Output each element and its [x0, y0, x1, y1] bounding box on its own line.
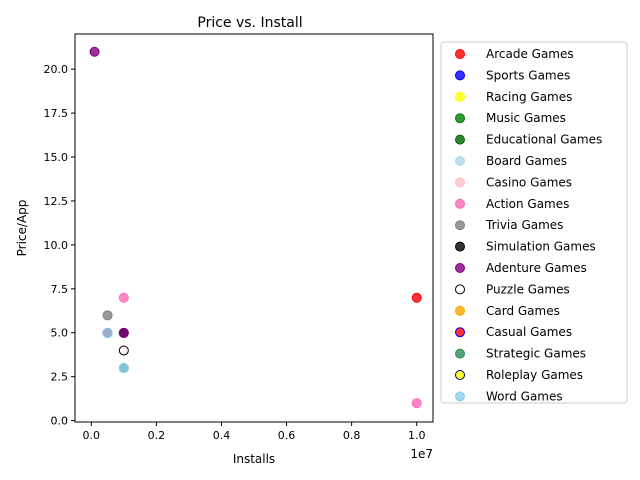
legend-frame	[440, 41, 628, 404]
x-axis-label: Installs	[233, 452, 275, 466]
legend-marker	[455, 220, 465, 231]
legend-label: Word Games	[486, 389, 563, 403]
legend-marker	[455, 370, 465, 380]
legend-label: Racing Games	[486, 90, 572, 104]
x-tick-label: 0.0	[83, 429, 101, 442]
data-point	[118, 345, 129, 356]
legend-marker	[455, 305, 465, 316]
data-points	[89, 46, 422, 409]
legend-label: Card Games	[486, 304, 560, 318]
legend-label: Roleplay Games	[486, 368, 583, 382]
y-tick-label: 0.0	[51, 415, 69, 428]
y-tick-label: 10.0	[44, 239, 69, 252]
x-axis-offset: 1e7	[410, 447, 433, 461]
legend: Arcade Games Sports Games Racing Games Musi…	[440, 41, 628, 404]
legend-label: Adenture Games	[486, 261, 587, 275]
legend-label: Action Games	[486, 197, 569, 211]
legend-label: Music Games	[486, 111, 566, 125]
data-point	[89, 46, 100, 57]
data-point	[118, 327, 129, 338]
x-tick-label: 1.0	[408, 429, 426, 442]
legend-marker	[455, 113, 465, 124]
data-point	[102, 310, 113, 321]
legend-marker	[455, 49, 465, 59]
y-tick-label: 20.0	[44, 63, 69, 76]
plot-frame	[74, 33, 434, 423]
legend-label: Trivia Games	[485, 218, 563, 232]
data-point	[102, 327, 113, 338]
legend-marker	[455, 263, 465, 273]
legend-label: Casino Games	[486, 175, 572, 189]
legend-marker	[455, 70, 465, 81]
y-tick-label: 7.5	[51, 283, 69, 296]
y-tick-label: 17.5	[44, 107, 69, 120]
axes-ticks: 0.0 0.2 0.4 0.6 0.8 1.0 0.0 2.5 5.0 7.5 10.0 12.5 15…	[44, 63, 426, 442]
y-tick-label: 15.0	[44, 151, 69, 164]
chart-title: Price vs. Install	[197, 15, 302, 31]
legend-marker	[455, 391, 465, 402]
legend-marker	[455, 327, 465, 338]
legend-label: Casual Games	[486, 325, 572, 339]
y-axis-label: Price/App	[15, 200, 29, 257]
legend-label: Puzzle Games	[486, 282, 570, 296]
legend-label: Arcade Games	[486, 47, 574, 61]
y-tick-label: 5.0	[51, 327, 69, 340]
y-tick-label: 2.5	[51, 371, 69, 384]
legend-marker	[455, 348, 465, 359]
legend-marker	[455, 134, 465, 145]
legend-label: Simulation Games	[486, 240, 596, 254]
data-point	[118, 292, 129, 303]
legend-marker	[455, 284, 465, 295]
x-tick-label: 0.4	[213, 429, 231, 442]
data-point	[411, 292, 422, 303]
x-tick-label: 0.6	[278, 429, 296, 442]
legend-marker	[455, 177, 465, 188]
y-tick-label: 12.5	[44, 195, 69, 208]
legend-label: Sports Games	[486, 68, 570, 82]
legend-marker	[455, 156, 465, 166]
legend-marker	[455, 198, 465, 209]
legend-label: Board Games	[486, 154, 567, 168]
data-point	[411, 398, 422, 409]
legend-marker	[455, 91, 465, 102]
x-tick-label: 0.2	[148, 429, 166, 442]
x-tick-label: 0.8	[343, 429, 361, 442]
data-point	[118, 363, 129, 374]
legend-marker	[455, 241, 465, 252]
legend-label: Strategic Games	[486, 347, 586, 361]
legend-label: Educational Games	[486, 133, 602, 147]
